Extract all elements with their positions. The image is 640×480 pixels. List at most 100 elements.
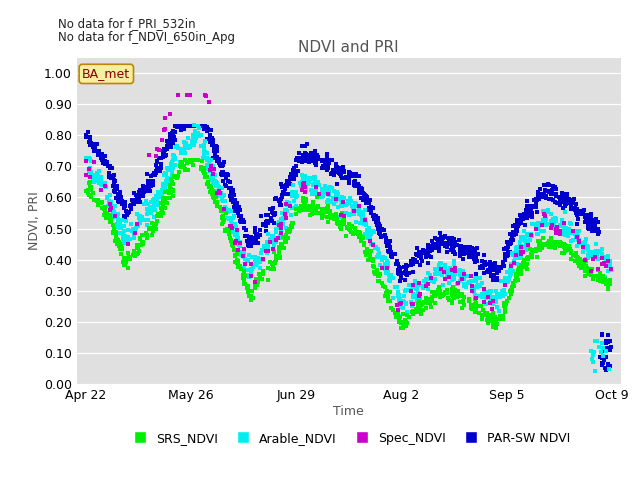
Point — [86, 140, 96, 147]
Point — [117, 245, 127, 252]
Point — [386, 304, 396, 312]
Point — [271, 228, 281, 236]
Point — [325, 197, 335, 204]
Point — [142, 184, 152, 192]
Point — [268, 238, 278, 245]
Point — [364, 200, 374, 207]
Point — [561, 244, 572, 252]
Point — [550, 190, 560, 198]
Point — [356, 211, 366, 218]
Point — [140, 231, 150, 239]
Point — [243, 241, 253, 249]
Point — [224, 184, 234, 192]
Point — [261, 223, 271, 230]
Point — [354, 185, 364, 193]
Point — [583, 225, 593, 232]
Point — [153, 211, 163, 218]
Point — [148, 169, 159, 177]
Point — [232, 204, 243, 212]
Point — [414, 307, 424, 314]
Point — [275, 243, 285, 251]
Point — [108, 228, 118, 236]
Point — [586, 220, 596, 228]
Point — [195, 132, 205, 140]
Point — [408, 268, 418, 276]
Point — [506, 271, 516, 278]
Point — [228, 192, 239, 199]
Point — [250, 278, 260, 286]
Point — [132, 198, 143, 205]
Point — [520, 221, 530, 229]
Point — [133, 222, 143, 230]
Point — [438, 291, 449, 299]
Point — [337, 195, 348, 203]
Point — [311, 209, 321, 217]
Point — [153, 210, 163, 218]
Point — [593, 272, 603, 280]
Point — [370, 270, 380, 278]
Point — [557, 249, 567, 257]
Point — [563, 229, 573, 237]
Point — [287, 219, 298, 227]
Point — [368, 255, 378, 263]
Point — [477, 257, 487, 264]
Point — [577, 239, 587, 247]
Point — [477, 279, 487, 287]
Point — [396, 324, 406, 332]
Point — [274, 247, 284, 254]
Point — [303, 204, 314, 212]
Point — [346, 172, 356, 180]
Point — [225, 179, 236, 186]
Point — [470, 300, 481, 308]
Point — [575, 207, 586, 215]
Point — [217, 168, 227, 176]
Point — [544, 238, 554, 245]
Point — [580, 241, 591, 249]
Point — [509, 282, 519, 289]
Point — [509, 230, 519, 238]
Point — [415, 290, 426, 298]
Point — [93, 198, 104, 205]
Point — [586, 267, 596, 275]
Point — [412, 294, 422, 302]
Point — [534, 220, 545, 228]
Point — [137, 239, 147, 246]
Point — [291, 171, 301, 179]
Point — [364, 206, 374, 214]
Point — [176, 163, 186, 171]
Point — [353, 230, 364, 238]
Point — [106, 174, 116, 182]
Point — [96, 154, 106, 162]
Point — [322, 198, 332, 206]
Point — [270, 195, 280, 203]
Point — [84, 154, 94, 162]
Point — [380, 254, 390, 262]
Point — [160, 126, 170, 133]
Point — [209, 143, 220, 151]
Point — [579, 260, 589, 267]
Point — [144, 152, 154, 159]
Point — [149, 196, 159, 204]
Point — [190, 122, 200, 130]
Point — [116, 193, 126, 201]
Point — [591, 247, 601, 254]
Point — [166, 190, 176, 197]
Point — [304, 174, 314, 181]
Point — [547, 187, 557, 194]
Point — [201, 93, 211, 100]
Point — [92, 141, 102, 148]
Point — [248, 236, 258, 244]
Point — [136, 190, 146, 197]
Point — [347, 172, 357, 180]
Point — [152, 157, 162, 165]
Point — [319, 188, 330, 195]
Point — [214, 183, 225, 191]
Point — [291, 163, 301, 170]
Point — [382, 240, 392, 248]
Point — [206, 139, 216, 146]
Point — [246, 292, 256, 300]
Point — [371, 212, 381, 219]
Point — [531, 200, 541, 207]
Point — [593, 226, 603, 234]
Point — [132, 241, 143, 249]
